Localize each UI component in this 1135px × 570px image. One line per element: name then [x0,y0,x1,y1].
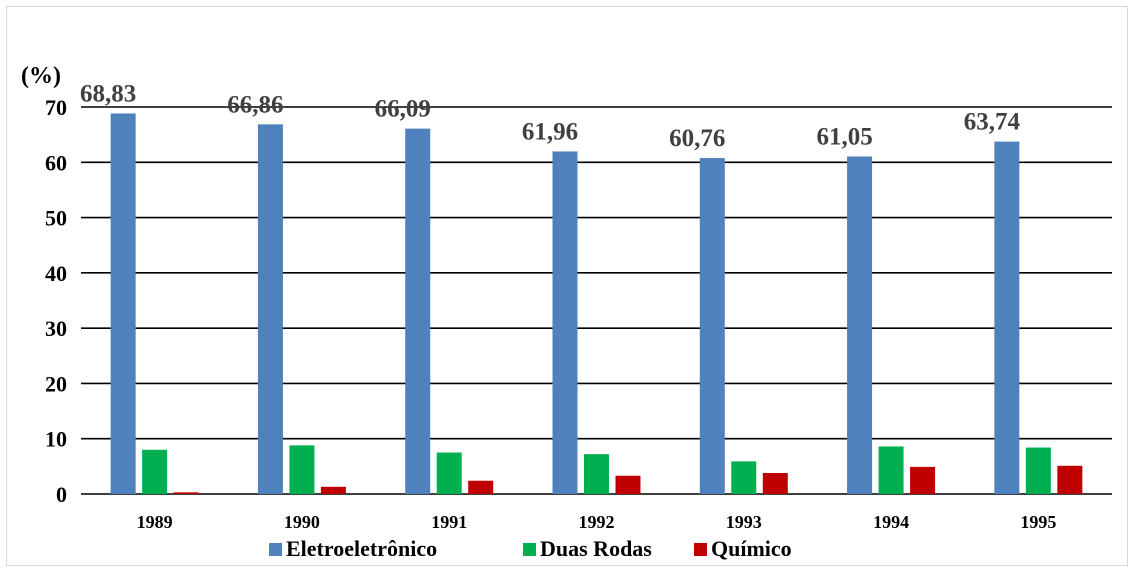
bar [699,158,725,495]
legend-swatch [523,543,536,556]
y-tick-label: 40 [45,261,67,286]
legend-label: Químico [711,536,792,561]
y-tick-label: 30 [45,316,67,341]
y-tick-label: 70 [45,95,67,120]
y-tick-label: 20 [45,371,67,396]
bar [436,452,462,494]
bar [762,472,788,494]
legend-label: Eletroeletrônico [286,536,437,561]
data-label: 61,05 [816,123,872,150]
x-tick-label: 1994 [873,512,909,532]
bars [110,113,1083,495]
data-label: 68,83 [80,80,136,107]
bar [173,492,199,494]
y-tick-labels: 0 10 20 30 40 50 60 70 [45,95,67,507]
bar [405,128,431,495]
bar [615,475,641,494]
gridlines [81,106,1112,495]
y-tick-label: 10 [45,427,67,452]
x-tick-label: 1990 [284,512,320,532]
x-tick-label: 1992 [579,512,615,532]
x-tick-label: 1995 [1020,512,1056,532]
bar [110,113,136,494]
bar [847,156,873,494]
x-tick-label: 1989 [137,512,173,532]
y-unit-label: (%) [21,63,61,89]
data-label: 66,09 [375,96,431,123]
x-tick-label: 1993 [726,512,762,532]
legend-swatch [269,543,282,556]
legend-label: Duas Rodas [540,536,652,561]
bar [257,124,283,494]
y-tick-label: 0 [56,482,67,507]
bar [289,445,315,494]
data-label: 66,86 [227,91,283,118]
data-label: 61,96 [522,118,578,145]
chart-frame: (%) 0 10 20 30 40 50 60 70 68,83 66,86 66,09 61,96… [6,6,1128,566]
bar [320,486,346,494]
bar [910,466,936,494]
x-tick-label: 1991 [431,512,467,532]
x-tick-labels: 1989 1990 1991 1992 1993 1994 1995 [137,512,1057,532]
bar-chart: (%) 0 10 20 30 40 50 60 70 68,83 66,86 66,09 61,96… [21,63,1112,561]
bar [142,449,168,494]
legend-swatch [694,543,707,556]
data-label: 63,74 [964,109,1021,136]
bar [468,480,494,494]
bar [1057,465,1083,494]
bar [552,151,578,494]
y-tick-label: 60 [45,150,67,175]
data-label: 60,76 [669,125,725,152]
bar [878,446,904,494]
data-labels: 68,83 66,86 66,09 61,96 60,76 61,05 63,74 [80,80,1020,152]
bar [1025,447,1051,494]
y-tick-label: 50 [45,206,67,231]
bar [584,454,609,494]
bar [994,141,1020,494]
legend: Eletroeletrônico Duas Rodas Químico [269,536,792,561]
bar [731,461,757,494]
